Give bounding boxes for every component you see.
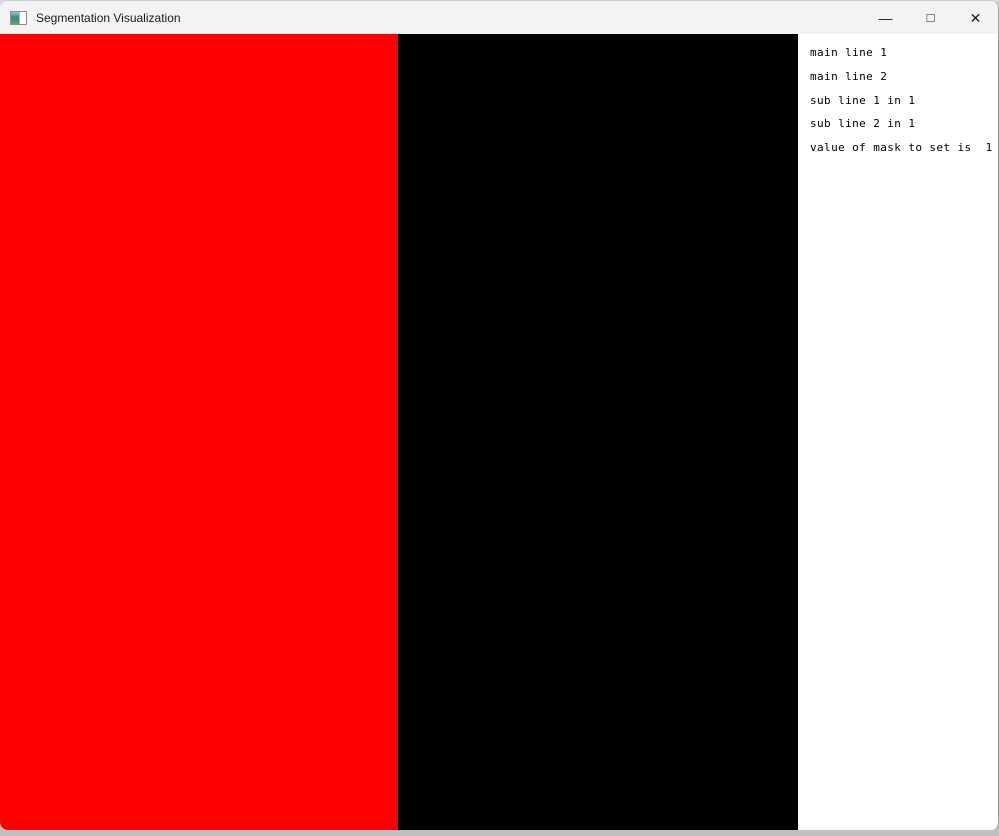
window-controls: — □ ✕ [863,1,998,34]
minimize-icon: — [878,9,893,26]
titlebar[interactable]: Segmentation Visualization — □ ✕ [0,1,998,34]
app-icon-thumbnail [11,11,20,24]
info-line-sub-2: sub line 2 in 1 [810,117,916,131]
app-icon[interactable] [10,10,27,25]
maximize-button[interactable]: □ [908,1,953,34]
segmentation-mask-region[interactable] [0,34,398,830]
info-panel: main line 1 main line 2 sub line 1 in 1 … [798,34,998,830]
image-background-region[interactable] [398,34,798,830]
info-line-sub-1: sub line 1 in 1 [810,93,916,107]
viewer-content: main line 1 main line 2 sub line 1 in 1 … [0,34,998,830]
info-line-main-2: main line 2 [810,69,888,83]
info-line-mask-value: value of mask to set is 1 [810,141,993,155]
minimize-button[interactable]: — [863,1,908,34]
close-button[interactable]: ✕ [953,1,998,34]
maximize-icon: □ [926,10,935,25]
info-line-main-1: main line 1 [810,46,888,59]
close-icon: ✕ [969,9,982,26]
window-title: Segmentation Visualization [36,10,181,25]
